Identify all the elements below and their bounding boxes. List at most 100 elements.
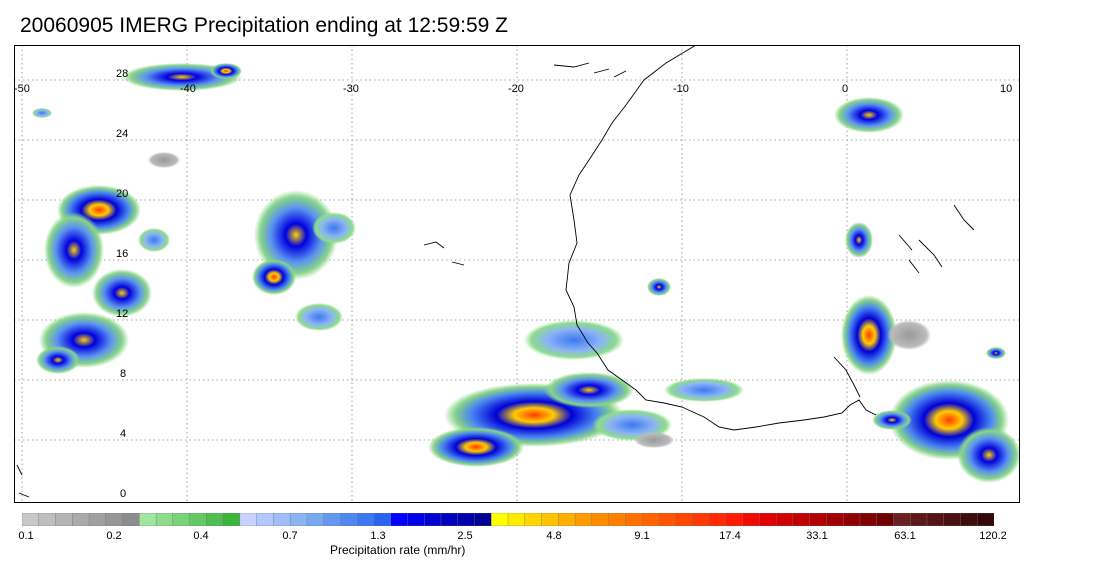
colorbar-swatch	[859, 513, 878, 526]
lat-tick-label: 20	[116, 188, 129, 200]
colorbar-swatch	[189, 513, 207, 526]
colorbar-tick-label: 120.2	[979, 530, 1007, 542]
colorbar-swatch	[960, 513, 978, 526]
lon-tick-label: -20	[508, 83, 524, 95]
rain-cell	[845, 222, 873, 258]
colorbar-swatch	[222, 513, 241, 526]
colorbar-swatch	[977, 513, 994, 526]
rain-cell	[295, 303, 343, 331]
colorbar-swatch	[356, 513, 375, 526]
colorbar-swatch	[893, 513, 911, 526]
rain-cell	[986, 347, 1006, 359]
colorbar-tick-label: 0.7	[282, 530, 298, 542]
colorbar-swatch	[541, 513, 559, 526]
colorbar-swatch	[658, 513, 677, 526]
colorbar	[22, 513, 994, 526]
colorbar-swatch	[139, 513, 157, 526]
lon-tick-label: 0	[842, 83, 849, 95]
colorbar-tick-label: 63.1	[894, 530, 916, 542]
map-title: 20060905 IMERG Precipitation ending at 1…	[20, 14, 508, 37]
colorbar-swatch	[910, 513, 928, 526]
map-frame	[14, 45, 1020, 503]
colorbar-swatch	[759, 513, 777, 526]
rain-cell	[36, 346, 80, 374]
colorbar-swatch	[373, 513, 392, 526]
colorbar-swatch	[491, 513, 509, 526]
lon-tick-label: -10	[673, 83, 689, 95]
colorbar-swatch	[440, 513, 459, 526]
colorbar-swatch	[725, 513, 744, 526]
coastlines	[16, 45, 975, 498]
colorbar-swatch	[407, 513, 425, 526]
colorbar-swatch	[22, 513, 40, 526]
colorbar-swatch	[273, 513, 291, 526]
colorbar-swatch	[122, 513, 140, 526]
colorbar-swatch	[943, 513, 961, 526]
rain-cell	[252, 259, 296, 295]
lat-tick-label: 24	[116, 128, 129, 140]
lat-tick-label: 12	[116, 308, 129, 320]
colorbar-swatch	[625, 513, 643, 526]
colorbar-tick-label: 33.1	[806, 530, 828, 542]
colorbar-tick-label: 0.2	[106, 530, 122, 542]
colorbar-swatch	[155, 513, 174, 526]
rain-cell	[887, 320, 931, 350]
colorbar-swatch	[708, 513, 727, 526]
precipitation-map	[14, 45, 1020, 503]
colorbar-swatch	[692, 513, 710, 526]
colorbar-swatch	[306, 513, 325, 526]
precipitation-field	[32, 63, 1020, 483]
colorbar-swatch	[72, 513, 90, 526]
colorbar-swatch	[105, 513, 124, 526]
rain-cell	[544, 372, 634, 408]
colorbar-swatch	[675, 513, 693, 526]
colorbar-tick-label: 4.8	[546, 530, 562, 542]
rain-cell	[834, 97, 904, 133]
colorbar-swatch	[457, 513, 475, 526]
colorbar-swatch	[390, 513, 408, 526]
colorbar-swatch	[474, 513, 492, 526]
colorbar-title: Precipitation rate (mm/hr)	[330, 543, 466, 557]
rain-cell	[428, 427, 524, 467]
colorbar-swatch	[256, 513, 274, 526]
rain-cell	[841, 295, 897, 375]
colorbar-swatch	[608, 513, 626, 526]
colorbar-swatch	[842, 513, 861, 526]
colorbar-swatch	[591, 513, 610, 526]
lat-tick-label: 16	[116, 248, 129, 260]
colorbar-swatch	[172, 513, 191, 526]
rain-cell	[92, 269, 152, 317]
colorbar-swatch	[775, 513, 794, 526]
colorbar-swatch	[507, 513, 526, 526]
rain-cell	[148, 152, 180, 168]
lat-tick-label: 4	[120, 428, 127, 440]
lat-tick-label: 8	[120, 368, 127, 380]
colorbar-swatch	[574, 513, 593, 526]
lon-tick-label: 10	[1000, 83, 1013, 95]
colorbar-swatch	[340, 513, 358, 526]
colorbar-swatch	[524, 513, 543, 526]
rain-cell	[138, 228, 170, 252]
colorbar-swatch	[809, 513, 827, 526]
rain-cell	[210, 63, 242, 79]
colorbar-tick-label: 17.4	[719, 530, 741, 542]
colorbar-tick-label: 2.5	[457, 530, 473, 542]
colorbar-tick-label: 0.1	[18, 530, 34, 542]
colorbar-swatch	[323, 513, 341, 526]
colorbar-swatch	[558, 513, 576, 526]
colorbar-swatch	[876, 513, 894, 526]
rain-cell	[634, 432, 674, 448]
colorbar-swatch	[641, 513, 660, 526]
lon-tick-label: -50	[14, 83, 30, 95]
rain-cell	[32, 108, 52, 118]
colorbar-swatch	[206, 513, 224, 526]
lon-tick-label: -30	[343, 83, 359, 95]
colorbar-swatch	[424, 513, 442, 526]
colorbar-swatch	[792, 513, 811, 526]
rain-cell	[647, 278, 671, 296]
colorbar-swatch	[55, 513, 73, 526]
rain-cell	[664, 378, 744, 402]
colorbar-swatch	[239, 513, 258, 526]
colorbar-swatch	[88, 513, 107, 526]
colorbar-swatch	[926, 513, 945, 526]
